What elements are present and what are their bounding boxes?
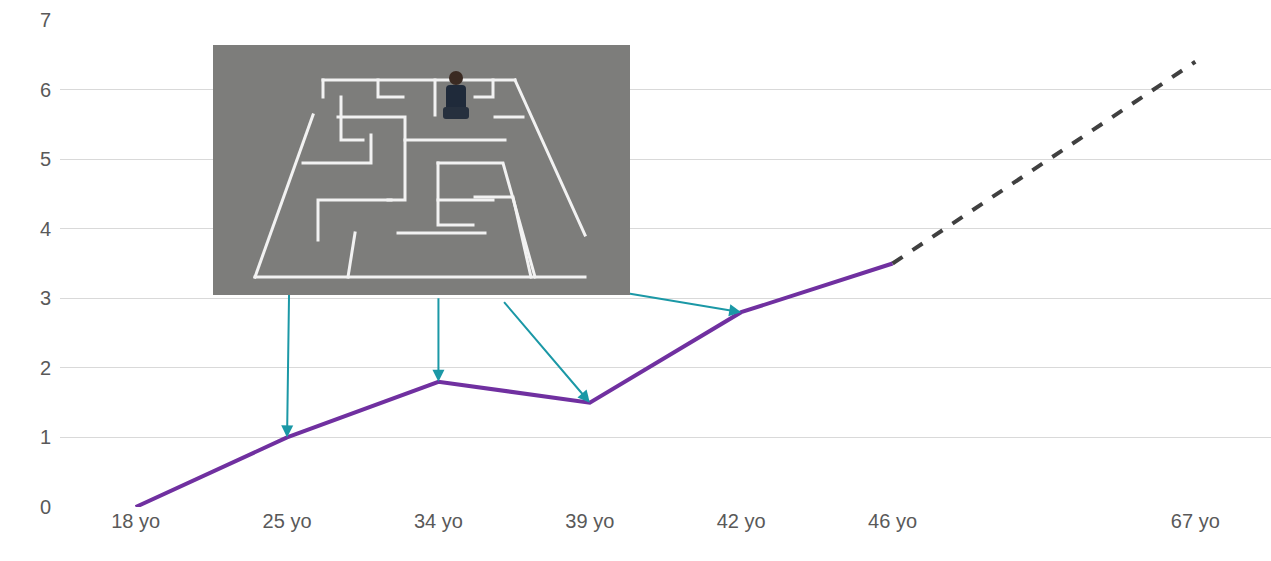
svg-text:4: 4 [40, 218, 51, 240]
svg-text:3: 3 [40, 287, 51, 309]
svg-text:7: 7 [40, 9, 51, 31]
svg-text:2: 2 [40, 357, 51, 379]
svg-text:34 yo: 34 yo [414, 510, 463, 532]
svg-text:67 yo: 67 yo [1171, 510, 1220, 532]
svg-text:0: 0 [40, 496, 51, 518]
svg-text:1: 1 [40, 426, 51, 448]
svg-text:39 yo: 39 yo [565, 510, 614, 532]
svg-text:18 yo: 18 yo [111, 510, 160, 532]
svg-text:6: 6 [40, 79, 51, 101]
svg-text:42 yo: 42 yo [717, 510, 766, 532]
svg-text:46 yo: 46 yo [868, 510, 917, 532]
svg-text:25 yo: 25 yo [263, 510, 312, 532]
svg-text:5: 5 [40, 148, 51, 170]
